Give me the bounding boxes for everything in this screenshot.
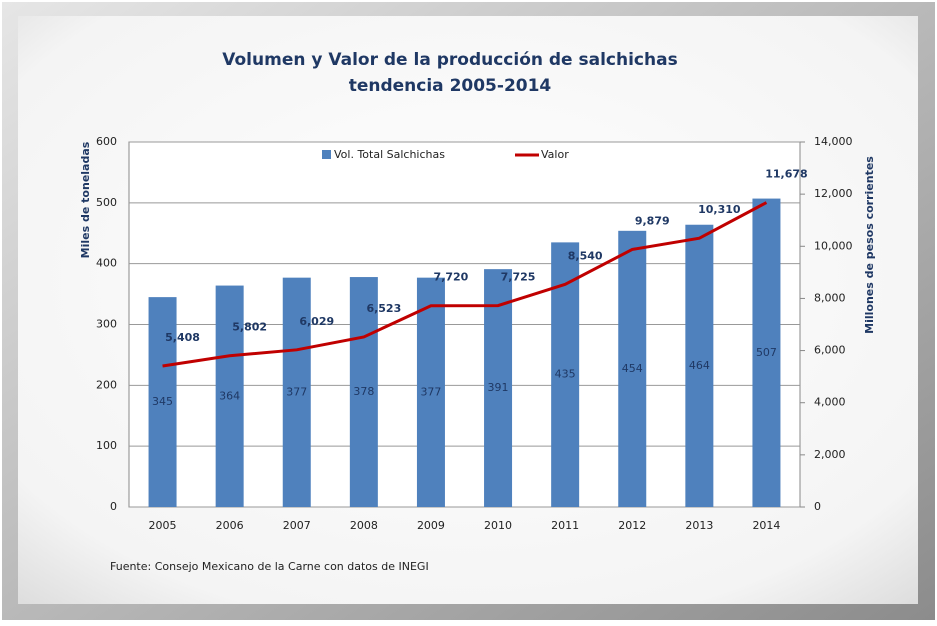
y-tick-label: 600 [96,135,117,148]
y2-tick-label: 4,000 [814,396,846,409]
y2-tick-label: 2,000 [814,448,846,461]
x-tick-label: 2012 [618,519,646,532]
line-value-label: 7,720 [434,271,469,284]
line-value-label: 7,725 [501,271,536,284]
line-value-label: 6,029 [299,315,334,328]
bar-value-label: 345 [152,395,173,408]
y-tick-label: 300 [96,318,117,331]
bar-value-label: 391 [488,381,509,394]
bar-value-label: 507 [756,346,777,359]
bar [484,269,513,507]
legend-swatch [322,150,331,159]
bar-value-label: 377 [286,385,307,398]
y2-tick-label: 12,000 [814,187,853,200]
x-tick-label: 2013 [685,519,713,532]
y2-tick-label: 8,000 [814,291,846,304]
x-tick-label: 2006 [216,519,244,532]
y2-axis-label: Millones de pesos corrientes [863,156,876,334]
x-tick-label: 2010 [484,519,512,532]
source-note: Fuente: Consejo Mexicano de la Carne con… [110,560,429,573]
line-value-label: 10,310 [698,203,741,216]
bar-value-label: 377 [420,385,441,398]
x-tick-label: 2007 [283,519,311,532]
bar [215,285,244,507]
y-axis-label: Miles de toneladas [79,141,92,258]
chart-title: Volumen y Valor de la producción de salc… [222,50,677,70]
line-value-label: 5,408 [165,331,200,344]
y2-tick-label: 6,000 [814,344,846,357]
bar-value-label: 464 [689,359,710,372]
y2-tick-label: 14,000 [814,135,853,148]
y2-tick-label: 0 [814,500,821,513]
line-value-label: 9,879 [635,214,670,227]
line-value-label: 5,802 [232,321,267,334]
line [162,201,768,368]
legend-label: Valor [541,148,569,161]
bar [685,224,714,507]
y-tick-label: 500 [96,196,117,209]
chart-subtitle: tendencia 2005-2014 [349,76,552,96]
y-tick-label: 400 [96,257,117,270]
bar [282,277,311,507]
bar [148,297,177,507]
y2-tick-label: 10,000 [814,239,853,252]
y-tick-label: 200 [96,378,117,391]
bar [618,230,647,508]
bar-value-label: 435 [555,368,576,381]
y-tick-label: 0 [110,500,117,513]
bar [752,198,781,507]
line-value-label: 8,540 [568,249,603,262]
bar-value-label: 454 [622,362,643,375]
line-value-label: 6,523 [366,302,401,315]
bar [416,277,445,507]
x-tick-label: 2014 [752,519,780,532]
bar [349,277,378,507]
x-tick-label: 2005 [149,519,177,532]
x-tick-label: 2008 [350,519,378,532]
bar-value-label: 378 [353,385,374,398]
bar-value-label: 364 [219,389,240,402]
x-tick-label: 2011 [551,519,579,532]
legend-label: Vol. Total Salchichas [334,148,445,161]
line-value-label: 11,678 [765,168,807,181]
y-tick-label: 100 [96,439,117,452]
x-tick-label: 2009 [417,519,445,532]
